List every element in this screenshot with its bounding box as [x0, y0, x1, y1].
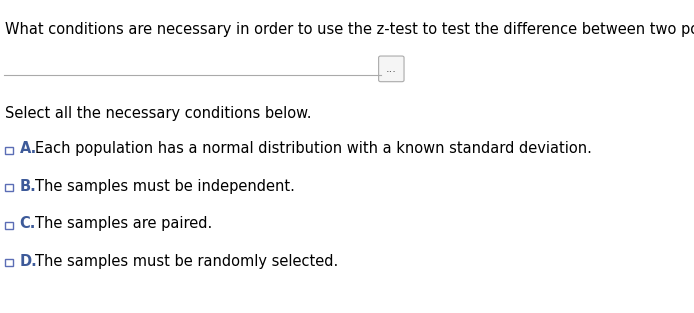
FancyBboxPatch shape — [5, 222, 12, 229]
Text: The samples must be randomly selected.: The samples must be randomly selected. — [35, 254, 338, 269]
Text: Select all the necessary conditions below.: Select all the necessary conditions belo… — [5, 106, 312, 121]
Text: C.: C. — [19, 216, 36, 231]
Text: B.: B. — [19, 179, 36, 194]
FancyBboxPatch shape — [5, 184, 12, 191]
FancyBboxPatch shape — [379, 56, 404, 82]
Text: A.: A. — [19, 141, 37, 156]
FancyBboxPatch shape — [5, 147, 12, 154]
Text: Each population has a normal distribution with a known standard deviation.: Each population has a normal distributio… — [35, 141, 592, 156]
Text: What conditions are necessary in order to use the z-test to test the difference : What conditions are necessary in order t… — [5, 22, 694, 37]
FancyBboxPatch shape — [5, 259, 12, 266]
Text: The samples are paired.: The samples are paired. — [35, 216, 212, 231]
Text: ...: ... — [386, 64, 397, 74]
Text: D.: D. — [19, 254, 37, 269]
Text: The samples must be independent.: The samples must be independent. — [35, 179, 295, 194]
